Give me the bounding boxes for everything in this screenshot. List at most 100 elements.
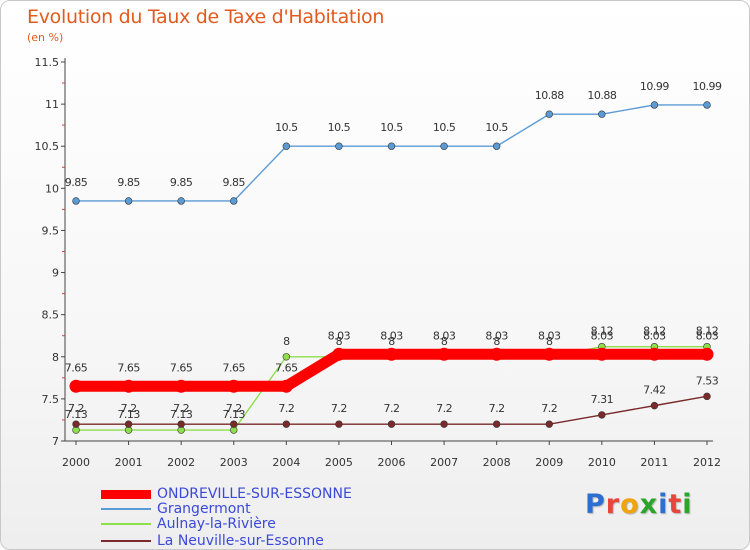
data-point	[124, 420, 133, 428]
data-point	[282, 420, 291, 428]
axes: 7 7.5 8 8.5 9 9.5 10 10.5 11 11.5 2000 2001 2002 2003…	[35, 56, 722, 469]
data-point	[177, 197, 185, 205]
x-tick-label: 2010	[588, 456, 616, 469]
data-label: 10.5	[485, 121, 508, 134]
data-point	[437, 347, 451, 361]
data-point	[177, 420, 185, 428]
data-label: 7.65	[65, 361, 88, 374]
data-label: 8	[336, 335, 343, 348]
data-point	[279, 379, 293, 393]
x-tick-label: 2008	[483, 456, 511, 469]
data-point	[700, 347, 714, 361]
data-point	[332, 347, 346, 361]
data-label: 7.42	[643, 384, 666, 397]
y-tick-label: 8	[52, 351, 59, 364]
data-point	[647, 347, 661, 361]
x-tick-label: 2000	[62, 456, 90, 469]
data-label: 10.5	[275, 121, 298, 134]
data-label: 8.03	[433, 329, 456, 342]
legend-label: La Neuville-sur-Essonne	[157, 533, 324, 549]
x-tick-label: 2005	[325, 456, 353, 469]
data-label: 8	[493, 335, 500, 348]
data-label: 7.13	[223, 408, 246, 421]
data-label: 8.12	[643, 325, 666, 338]
data-point	[598, 110, 606, 118]
data-label: 8.03	[643, 329, 666, 342]
data-label: 8	[441, 335, 448, 348]
logo-letter: o	[620, 489, 640, 520]
series-labels: 9.85 9.85 9.85 9.85 10.5 10.5 10.5 10.5 10.5 10.8…	[65, 80, 723, 421]
data-label: 7.2	[489, 402, 505, 415]
data-point	[230, 420, 238, 428]
data-point	[69, 379, 83, 393]
data-point	[703, 101, 711, 109]
data-point	[595, 347, 609, 361]
data-label: 7.65	[117, 361, 140, 374]
y-tick-label: 8.5	[42, 309, 60, 322]
data-point	[227, 379, 241, 393]
data-label: 7.2	[226, 402, 242, 415]
data-point	[282, 142, 291, 150]
y-tick-label: 11	[45, 98, 59, 111]
data-point	[703, 392, 711, 401]
data-label: 7.2	[121, 402, 137, 415]
data-label: 8.12	[696, 325, 719, 338]
data-label: 8.03	[696, 329, 719, 342]
x-tick-label: 2003	[220, 456, 248, 469]
series-lines	[70, 104, 713, 431]
y-tick-label: 11.5	[35, 56, 60, 69]
data-label: 7.2	[278, 402, 294, 415]
data-label: 7.2	[68, 402, 84, 415]
x-tick-label: 2006	[378, 456, 406, 469]
data-point	[385, 347, 398, 361]
data-label: 8.03	[485, 329, 508, 342]
data-point	[335, 420, 343, 428]
data-label: 10.5	[433, 121, 456, 134]
data-point	[440, 142, 448, 150]
data-point	[492, 420, 501, 428]
data-label: 7.2	[384, 402, 400, 415]
data-point	[174, 379, 188, 393]
data-point	[230, 197, 238, 205]
logo-letter: i	[682, 489, 693, 520]
logo-letter: i	[658, 489, 669, 520]
data-label: 7.2	[173, 402, 189, 415]
data-label: 10.88	[535, 89, 564, 102]
data-point	[72, 197, 80, 205]
data-label: 7.2	[436, 402, 452, 415]
data-point	[124, 197, 133, 205]
legend-swatch	[101, 489, 151, 499]
legend-label: ONDREVILLE-SUR-ESSONNE	[157, 486, 352, 502]
data-label: 7.31	[591, 393, 614, 406]
y-tick-label: 10	[45, 182, 59, 195]
data-label: 10.5	[380, 121, 403, 134]
legend-swatch	[101, 508, 151, 510]
data-point	[542, 347, 556, 361]
legend-swatch	[101, 523, 151, 525]
data-label: 9.85	[170, 176, 193, 189]
data-label: 10.99	[640, 80, 669, 93]
y-tick-label: 7	[52, 435, 59, 448]
legend-label: Grangermont	[157, 501, 251, 517]
logo-letter: P	[585, 489, 606, 520]
data-label: 7.13	[65, 408, 88, 421]
data-point	[282, 353, 291, 361]
x-tick-label: 2002	[167, 456, 195, 469]
data-label: 8.12	[591, 325, 614, 338]
data-point	[440, 420, 448, 428]
data-point	[492, 142, 501, 150]
data-label: 7.65	[170, 361, 193, 374]
data-point	[72, 420, 80, 428]
data-label: 8	[546, 335, 553, 348]
legend-label: Aulnay-la-Rivière	[157, 516, 276, 532]
x-tick-label: 2011	[640, 456, 668, 469]
data-point	[335, 142, 343, 150]
data-label: 8.03	[538, 329, 561, 342]
y-tick-label: 7.5	[42, 393, 60, 406]
data-label: 9.85	[65, 176, 88, 189]
logo-letter: r	[605, 489, 621, 520]
x-tick-label: 2009	[535, 456, 563, 469]
data-label: 9.85	[223, 176, 246, 189]
